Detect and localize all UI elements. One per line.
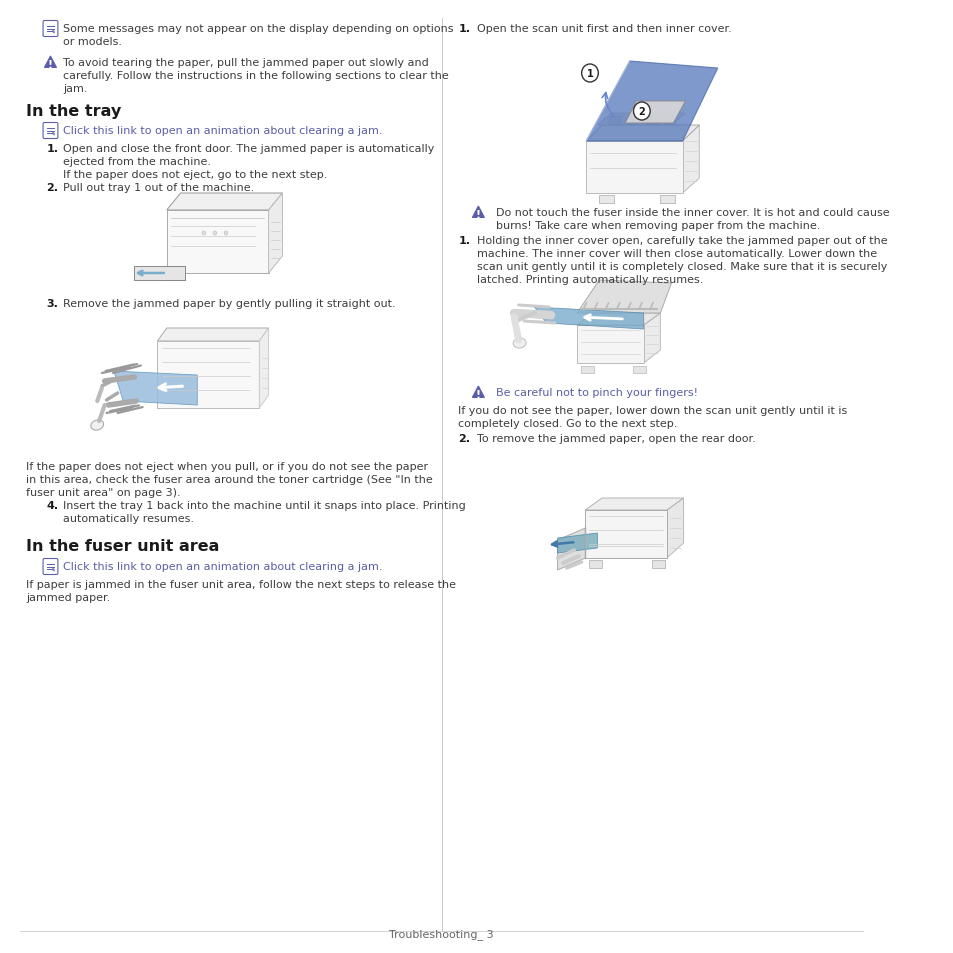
Text: jam.: jam. <box>63 84 88 94</box>
Text: in this area, check the fuser area around the toner cartridge (See "In the: in this area, check the fuser area aroun… <box>26 475 433 484</box>
Text: In the tray: In the tray <box>26 104 121 119</box>
Bar <box>632 367 645 374</box>
Bar <box>645 117 656 125</box>
Text: Click this link to open an animation about clearing a jam.: Click this link to open an animation abo… <box>63 126 382 136</box>
Polygon shape <box>624 102 684 124</box>
Bar <box>588 560 601 568</box>
Polygon shape <box>167 193 282 211</box>
Text: completely closed. Go to the next step.: completely closed. Go to the next step. <box>458 418 678 429</box>
Text: Be careful not to pinch your fingers!: Be careful not to pinch your fingers! <box>495 388 697 397</box>
Text: Open and close the front door. The jammed paper is automatically: Open and close the front door. The jamme… <box>63 144 434 153</box>
Text: To avoid tearing the paper, pull the jammed paper out slowly and: To avoid tearing the paper, pull the jam… <box>63 58 428 68</box>
Text: In the fuser unit area: In the fuser unit area <box>26 538 219 554</box>
Polygon shape <box>157 329 269 341</box>
Text: jammed paper.: jammed paper. <box>26 593 110 602</box>
Text: 1.: 1. <box>458 235 470 246</box>
Text: 4.: 4. <box>47 500 58 511</box>
Polygon shape <box>585 498 682 511</box>
Polygon shape <box>666 498 682 558</box>
Bar <box>580 367 593 374</box>
Text: 2.: 2. <box>47 183 58 193</box>
Text: If the paper does not eject when you pull, or if you do not see the paper: If the paper does not eject when you pul… <box>26 461 428 472</box>
Text: If paper is jammed in the fuser unit area, follow the next steps to release the: If paper is jammed in the fuser unit are… <box>26 579 456 589</box>
Polygon shape <box>577 281 671 314</box>
Bar <box>659 195 675 204</box>
FancyBboxPatch shape <box>43 22 58 37</box>
Text: scan unit gently until it is completely closed. Make sure that it is securely: scan unit gently until it is completely … <box>476 262 886 272</box>
Text: 1: 1 <box>586 69 593 79</box>
Bar <box>598 195 614 204</box>
Polygon shape <box>643 314 659 364</box>
Text: Troubleshooting_ 3: Troubleshooting_ 3 <box>389 928 494 939</box>
Bar <box>626 117 638 125</box>
Circle shape <box>213 232 216 235</box>
Text: latched. Printing automatically resumes.: latched. Printing automatically resumes. <box>476 274 702 285</box>
Text: Open the scan unit first and then inner cover.: Open the scan unit first and then inner … <box>476 24 731 34</box>
Bar <box>663 117 675 125</box>
Text: Insert the tray 1 back into the machine until it snaps into place. Printing: Insert the tray 1 back into the machine … <box>63 500 465 511</box>
Text: fuser unit area" on page 3).: fuser unit area" on page 3). <box>26 488 180 497</box>
Text: !: ! <box>48 60 53 70</box>
Text: Holding the inner cover open, carefully take the jammed paper out of the: Holding the inner cover open, carefully … <box>476 235 886 246</box>
Text: ejected from the machine.: ejected from the machine. <box>63 157 211 167</box>
Text: automatically resumes.: automatically resumes. <box>63 514 193 523</box>
Polygon shape <box>682 126 699 193</box>
Polygon shape <box>269 193 282 274</box>
Text: 2.: 2. <box>458 434 470 443</box>
Text: machine. The inner cover will then close automatically. Lower down the: machine. The inner cover will then close… <box>476 249 876 258</box>
Polygon shape <box>52 133 54 136</box>
Text: If the paper does not eject, go to the next step.: If the paper does not eject, go to the n… <box>63 170 327 180</box>
Text: To remove the jammed paper, open the rear door.: To remove the jammed paper, open the rea… <box>476 434 755 443</box>
Polygon shape <box>472 387 484 398</box>
Ellipse shape <box>513 338 525 349</box>
Polygon shape <box>259 329 269 409</box>
Bar <box>651 560 664 568</box>
Polygon shape <box>557 529 585 571</box>
Circle shape <box>202 232 206 235</box>
Text: !: ! <box>476 210 480 220</box>
Polygon shape <box>134 267 185 281</box>
Text: 2: 2 <box>638 107 644 117</box>
Polygon shape <box>577 326 643 364</box>
Text: !: ! <box>476 390 480 399</box>
Polygon shape <box>586 126 699 142</box>
Circle shape <box>633 103 650 121</box>
Text: 1.: 1. <box>458 24 470 34</box>
Text: Remove the jammed paper by gently pulling it straight out.: Remove the jammed paper by gently pullin… <box>63 298 395 309</box>
Text: burns! Take care when removing paper from the machine.: burns! Take care when removing paper fro… <box>495 221 819 231</box>
Ellipse shape <box>91 420 104 431</box>
Polygon shape <box>157 341 259 409</box>
FancyBboxPatch shape <box>43 558 58 575</box>
Polygon shape <box>586 142 682 193</box>
Bar <box>608 117 619 125</box>
Text: or models.: or models. <box>63 37 122 47</box>
Polygon shape <box>52 569 54 572</box>
Polygon shape <box>597 113 684 126</box>
Circle shape <box>224 232 228 235</box>
Polygon shape <box>534 308 643 330</box>
Polygon shape <box>586 62 717 142</box>
Polygon shape <box>45 57 56 69</box>
Polygon shape <box>577 314 659 326</box>
Polygon shape <box>167 211 269 274</box>
Text: Pull out tray 1 out of the machine.: Pull out tray 1 out of the machine. <box>63 183 253 193</box>
FancyBboxPatch shape <box>43 123 58 139</box>
Polygon shape <box>472 207 484 218</box>
Text: carefully. Follow the instructions in the following sections to clear the: carefully. Follow the instructions in th… <box>63 71 448 81</box>
Polygon shape <box>585 511 666 558</box>
Text: 1.: 1. <box>47 144 58 153</box>
Circle shape <box>581 65 598 83</box>
Text: Click this link to open an animation about clearing a jam.: Click this link to open an animation abo… <box>63 561 382 572</box>
Text: Some messages may not appear on the display depending on options: Some messages may not appear on the disp… <box>63 24 453 34</box>
Polygon shape <box>113 372 197 406</box>
Polygon shape <box>557 534 597 554</box>
Text: Do not touch the fuser inside the inner cover. It is hot and could cause: Do not touch the fuser inside the inner … <box>495 208 888 218</box>
Polygon shape <box>52 31 54 34</box>
Text: 3.: 3. <box>47 298 58 309</box>
Text: If you do not see the paper, lower down the scan unit gently until it is: If you do not see the paper, lower down … <box>458 406 847 416</box>
